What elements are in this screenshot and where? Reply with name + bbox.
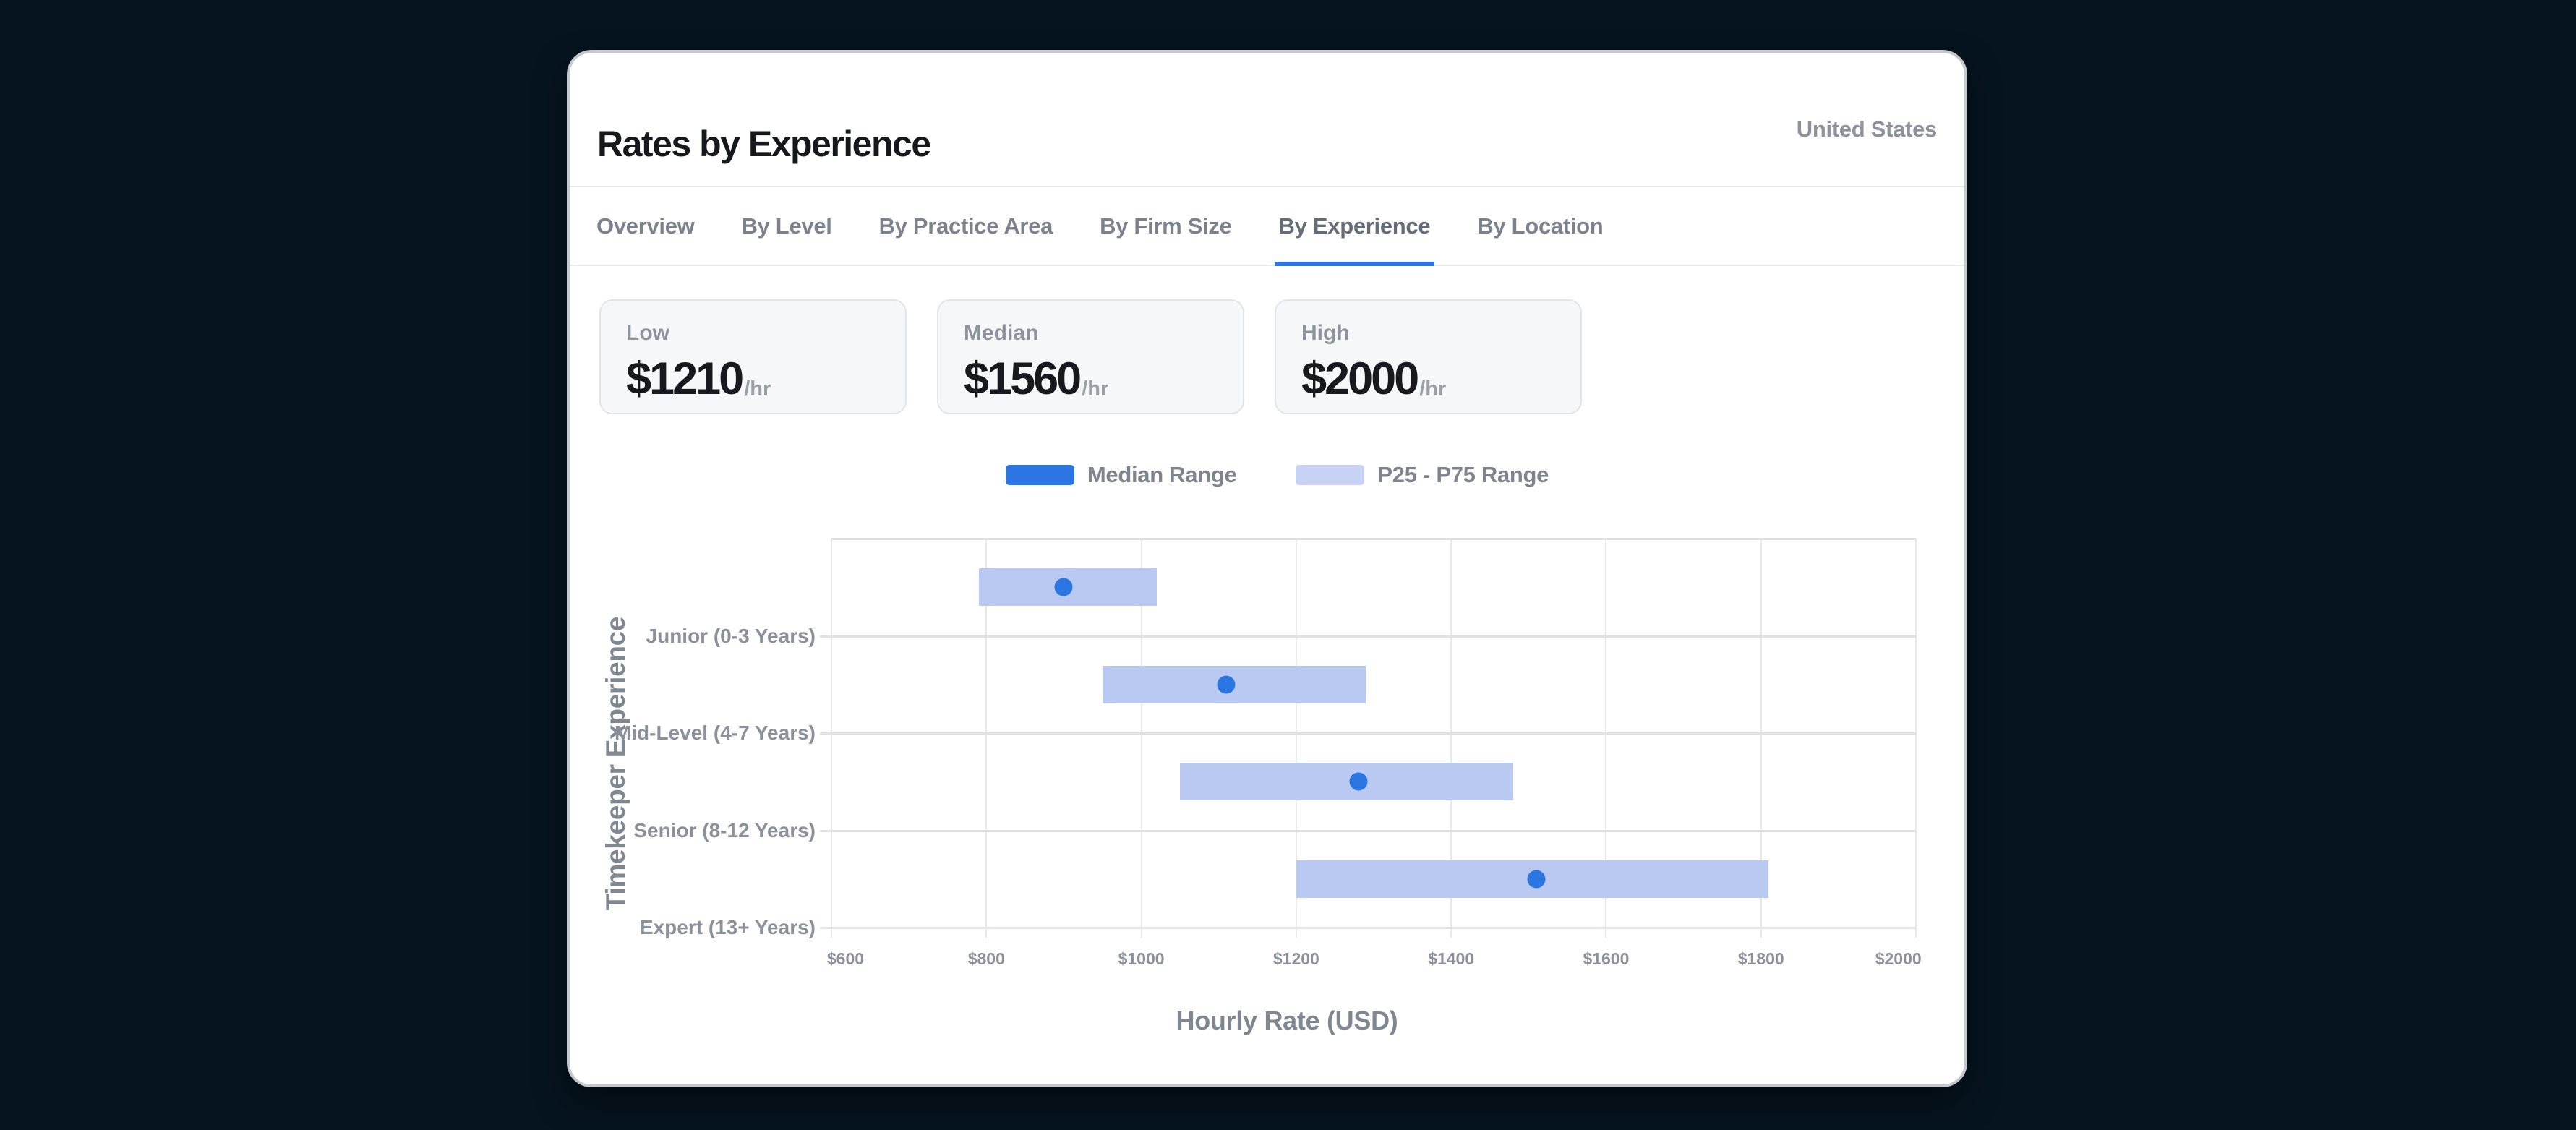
plot-area: [820, 538, 1917, 938]
gridline-x-800: [985, 539, 988, 938]
stat-value: $1560: [964, 354, 1082, 404]
x-tick-label-1400: $1400: [1428, 949, 1475, 968]
stat-label: Low: [626, 321, 669, 345]
page-title: Rates by Experience: [597, 123, 931, 164]
legend-item-p25-p75-range[interactable]: P25 - P75 Range: [1296, 462, 1549, 488]
tab-by-level[interactable]: By Level: [741, 213, 832, 239]
x-tick-label-1200: $1200: [1272, 949, 1319, 968]
band-boundary-line: [831, 538, 1916, 540]
gridline-x-1200: [1295, 539, 1297, 938]
header-divider: [570, 186, 1964, 187]
stat-card-median: Median $1560/hr: [937, 299, 1244, 414]
x-tick-label-1600: $1600: [1583, 949, 1630, 968]
stat-label: High: [1301, 321, 1350, 345]
x-tick-label-800: $800: [967, 949, 1005, 968]
category-label-expert-13-years: Expert (13+ Years): [639, 916, 816, 938]
tab-by-firm-size[interactable]: By Firm Size: [1100, 213, 1232, 239]
tab-by-practice-area[interactable]: By Practice Area: [878, 213, 1053, 239]
x-axis-line: [820, 927, 1916, 929]
x-tick-label-600: $600: [826, 949, 865, 968]
stat-value-row: $2000/hr: [1301, 353, 1580, 405]
median-dot-mid-level-4-7-years: [1217, 675, 1236, 694]
tab-by-location[interactable]: By Location: [1477, 213, 1604, 239]
gridline-x-1000: [1140, 539, 1142, 938]
stat-value: $2000: [1301, 354, 1419, 404]
stat-value-row: $1560/hr: [964, 353, 1243, 405]
x-tick-label-2000: $2000: [1875, 949, 1922, 968]
x-axis-title: Hourly Rate (USD): [1176, 1006, 1398, 1035]
band-boundary-line: [820, 829, 1916, 832]
stat-value: $1210: [626, 354, 744, 404]
stat-unit: /hr: [1082, 377, 1109, 401]
median-dot-junior-0-3-years: [1054, 578, 1073, 596]
median-dot-senior-8-12-years: [1349, 772, 1368, 791]
band-boundary-line: [820, 635, 1916, 638]
x-axis-ticks: $600 $800 $1000 $1200 $1400 $1600 $1800 $2000: [827, 949, 1922, 975]
y-axis-labels: Junior (0-3 Years) Mid-Level (4-7 Years) S…: [570, 539, 816, 939]
stat-label: Median: [964, 321, 1039, 345]
gridline-x-1600: [1605, 539, 1607, 938]
stat-card-low: Low $1210/hr: [599, 299, 907, 414]
legend-label: P25 - P75 Range: [1377, 462, 1549, 487]
legend-swatch: [1296, 465, 1365, 485]
stat-value-row: $1210/hr: [626, 353, 905, 405]
tab-by-experience[interactable]: By Experience: [1274, 187, 1435, 266]
tab-bar: Overview By Level By Practice Area By Firm …: [570, 187, 1964, 266]
stat-unit: /hr: [1419, 377, 1447, 401]
category-label-mid-level-4-7-years: Mid-Level (4-7 Years): [614, 722, 816, 744]
gridline-x-600: [831, 539, 832, 938]
x-tick-label-1800: $1800: [1737, 949, 1784, 968]
chart-legend: Median Range P25 - P75 Range: [580, 462, 1974, 488]
legend-item-median-range[interactable]: Median Range: [1005, 462, 1237, 488]
legend-swatch: [1005, 465, 1074, 485]
gridline-x-1800: [1760, 539, 1762, 938]
category-label-senior-8-12-years: Senior (8-12 Years): [633, 818, 816, 842]
region-label: United States: [1796, 116, 1938, 142]
rates-by-experience-card: Rates by Experience United States Overvi…: [570, 53, 1964, 1084]
tab-overview[interactable]: Overview: [596, 213, 695, 239]
stat-cards-row: Low $1210/hr Median $1560/hr High $2000/hr: [599, 299, 1582, 414]
range-bar-senior-8-12-years: [1180, 763, 1513, 801]
legend-label: Median Range: [1087, 462, 1237, 487]
category-label-junior-0-3-years: Junior (0-3 Years): [646, 624, 816, 647]
stat-card-high: High $2000/hr: [1275, 299, 1582, 414]
stat-unit: /hr: [744, 377, 771, 401]
x-tick-label-1000: $1000: [1118, 949, 1165, 968]
gridline-x-1400: [1450, 539, 1452, 938]
band-boundary-line: [820, 732, 1916, 735]
median-dot-expert-13-years: [1527, 870, 1546, 889]
gridline-x-2000: [1915, 539, 1917, 938]
